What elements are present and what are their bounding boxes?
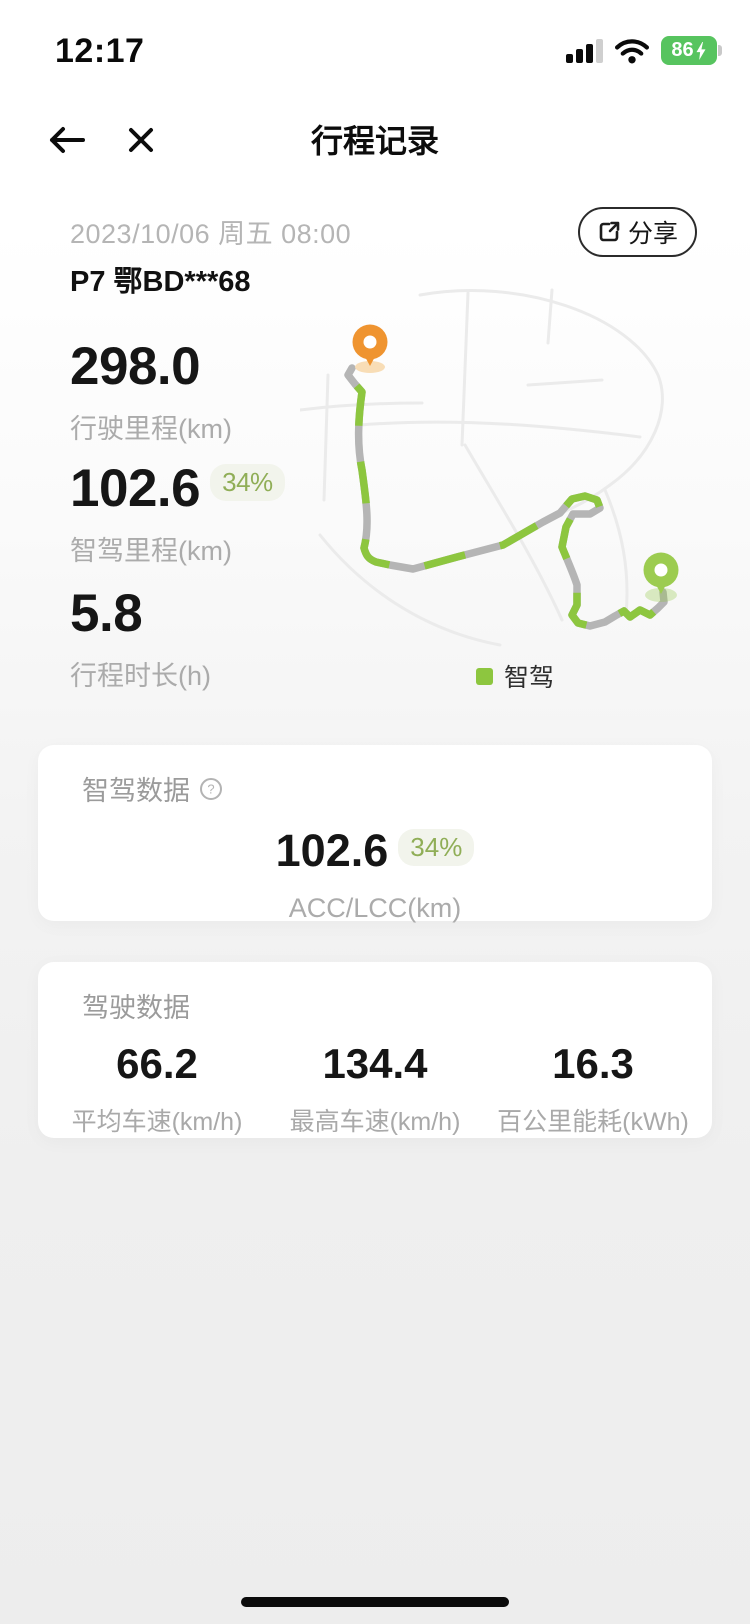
nav-bar: 行程记录 bbox=[0, 108, 750, 172]
legend-smart-label: 智驾 bbox=[503, 664, 554, 692]
smart-card-title-text: 智驾数据 bbox=[82, 776, 190, 806]
help-icon[interactable]: ? bbox=[199, 777, 223, 801]
charging-bolt-icon bbox=[696, 41, 706, 60]
avg-speed-label: 平均车速(km/h) bbox=[71, 1108, 243, 1136]
clock-time: 12:17 bbox=[55, 32, 145, 70]
stat-value: 102.6 bbox=[70, 459, 201, 518]
avg-speed-value: 66.2 bbox=[116, 1040, 198, 1087]
trip-datetime: 2023/10/06 周五 08:00 bbox=[70, 219, 352, 249]
home-indicator bbox=[241, 1597, 509, 1607]
route-path-normal bbox=[344, 364, 668, 630]
acc-lcc-percent-badge: 34% bbox=[398, 829, 475, 866]
close-icon bbox=[129, 128, 153, 152]
page-title: 行程记录 bbox=[310, 123, 439, 159]
stat-duration: 5.8 行程时长(h) bbox=[70, 583, 211, 693]
trip-vehicle-plate: P7 鄂BD***68 bbox=[70, 266, 251, 298]
start-pin-icon bbox=[352, 324, 388, 373]
back-arrow-icon bbox=[50, 127, 85, 153]
legend-smart-swatch bbox=[475, 667, 493, 685]
route-path-smart bbox=[344, 366, 668, 630]
max-speed-label: 最高车速(km/h) bbox=[289, 1108, 461, 1136]
stat-smart-distance: 102.6 34% 智驾里程(km) bbox=[70, 458, 285, 568]
stat-value: 298.0 bbox=[70, 337, 201, 396]
wifi-icon bbox=[615, 38, 649, 63]
svg-text:?: ? bbox=[207, 781, 214, 796]
stat-label: 行程时长(h) bbox=[70, 661, 211, 691]
smart-percent-badge: 34% bbox=[210, 464, 285, 501]
driving-data-card: 驾驶数据 66.2 平均车速(km/h) 134.4 最高车速(km/h) 16… bbox=[38, 962, 712, 1138]
max-speed-stat: 134.4 最高车速(km/h) bbox=[266, 1040, 484, 1138]
back-button[interactable] bbox=[44, 118, 90, 162]
battery-icon: 86 bbox=[661, 36, 722, 65]
smart-driving-card: 智驾数据 ? 102.6 34% ACC/LCC(km) bbox=[38, 745, 712, 923]
share-export-icon bbox=[599, 221, 620, 242]
share-button[interactable]: 分享 bbox=[577, 207, 697, 257]
route-map[interactable]: 智驾 bbox=[300, 285, 730, 700]
end-pin-icon bbox=[643, 552, 679, 602]
close-button[interactable] bbox=[118, 118, 164, 162]
driving-card-title: 驾驶数据 bbox=[82, 993, 190, 1023]
energy-consumption-value: 16.3 bbox=[552, 1040, 634, 1087]
energy-consumption-stat: 16.3 百公里能耗(kWh) bbox=[484, 1040, 702, 1138]
avg-speed-stat: 66.2 平均车速(km/h) bbox=[48, 1040, 266, 1138]
route-map-canvas bbox=[300, 288, 679, 647]
signal-icon bbox=[566, 38, 603, 63]
energy-consumption-label: 百公里能耗(kWh) bbox=[497, 1108, 689, 1136]
stat-total-distance: 298.0 行驶里程(km) bbox=[70, 336, 232, 446]
acc-lcc-value: 102.6 bbox=[275, 825, 389, 876]
battery-percent: 86 bbox=[671, 39, 694, 61]
status-bar: 12:17 86 bbox=[0, 28, 750, 78]
acc-lcc-label: ACC/LCC(km) bbox=[288, 893, 462, 923]
map-legend: 智驾 bbox=[300, 658, 730, 694]
share-button-label: 分享 bbox=[627, 220, 678, 248]
stat-value: 5.8 bbox=[70, 584, 143, 643]
max-speed-value: 134.4 bbox=[322, 1040, 428, 1087]
smart-card-title: 智驾数据 ? bbox=[82, 769, 223, 808]
stat-label: 行驶里程(km) bbox=[70, 414, 232, 444]
stat-label: 智驾里程(km) bbox=[70, 536, 232, 566]
